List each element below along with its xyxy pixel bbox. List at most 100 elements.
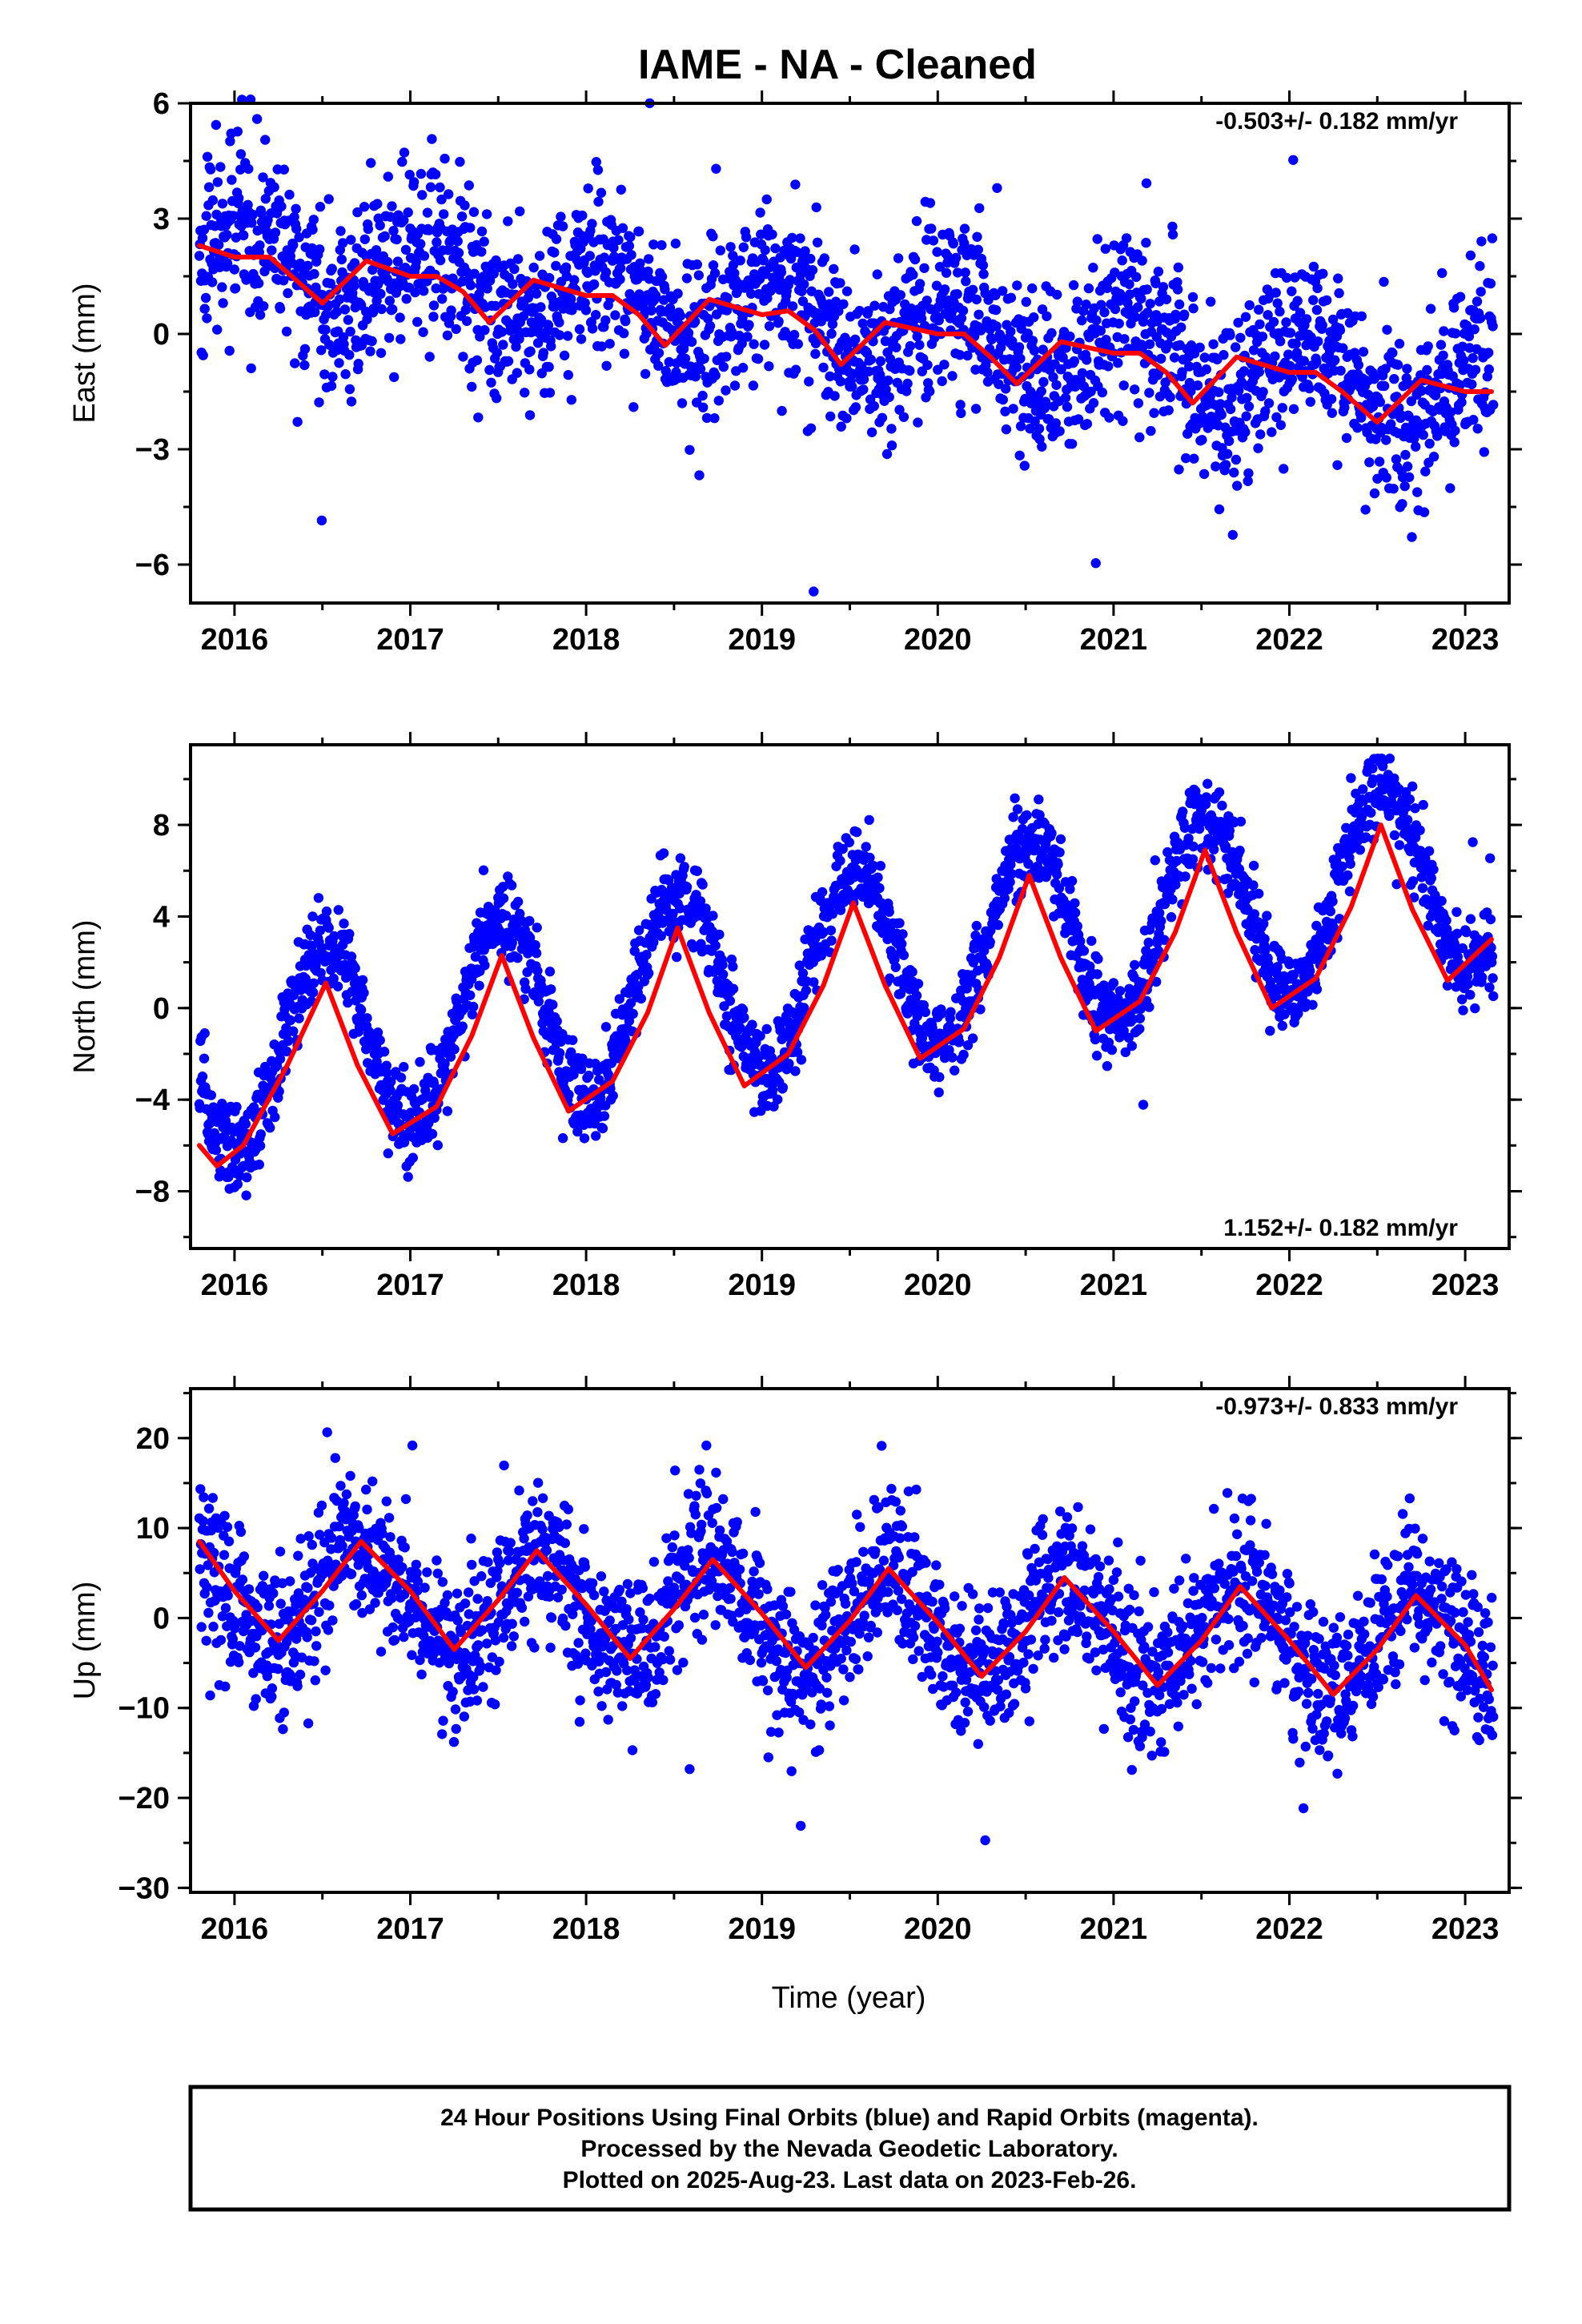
data-point — [552, 1016, 562, 1027]
data-point — [613, 235, 624, 245]
data-point — [292, 416, 303, 427]
data-point — [1058, 352, 1068, 363]
data-point — [357, 975, 368, 986]
data-point — [1271, 287, 1281, 298]
data-point — [524, 410, 536, 420]
data-point — [971, 920, 982, 931]
data-point — [1042, 311, 1052, 322]
data-point — [948, 239, 959, 249]
data-point — [560, 262, 572, 272]
data-point — [456, 211, 468, 222]
data-point — [265, 1123, 275, 1133]
data-point — [205, 164, 216, 175]
data-point — [246, 363, 256, 374]
data-point — [884, 907, 894, 917]
data-point — [299, 360, 310, 371]
data-point — [1050, 418, 1062, 428]
data-point — [1257, 332, 1268, 342]
data-point — [258, 172, 268, 183]
data-point — [970, 364, 981, 375]
data-point — [363, 223, 374, 235]
data-point — [709, 267, 721, 279]
data-point — [1137, 255, 1147, 266]
data-point — [1187, 854, 1199, 865]
data-point — [958, 305, 969, 316]
data-point — [978, 269, 989, 279]
data-point — [1235, 816, 1247, 827]
data-point — [256, 208, 267, 219]
data-point — [1097, 387, 1108, 398]
data-point — [1069, 356, 1080, 367]
data-point — [587, 219, 597, 229]
data-point — [387, 304, 398, 315]
data-point — [240, 1119, 251, 1129]
data-point — [1400, 449, 1411, 460]
data-point — [432, 237, 442, 247]
data-point — [644, 254, 654, 264]
data-point — [230, 283, 241, 294]
data-point — [1334, 287, 1344, 299]
data-point — [608, 243, 619, 253]
data-point — [1332, 460, 1343, 470]
data-point — [872, 269, 883, 279]
data-point — [710, 370, 721, 380]
data-point — [1165, 392, 1175, 403]
data-point — [604, 339, 615, 349]
data-point — [952, 289, 962, 300]
data-point — [873, 872, 883, 883]
data-point — [1287, 374, 1298, 384]
data-point — [561, 271, 572, 282]
data-point — [1258, 387, 1268, 397]
data-point — [1051, 380, 1062, 390]
data-point — [410, 287, 420, 298]
data-point — [215, 162, 226, 172]
y-tick-label: 0 — [153, 992, 170, 1026]
data-point — [1223, 436, 1235, 446]
data-point — [1027, 336, 1038, 346]
data-point — [728, 961, 738, 972]
data-point — [1244, 300, 1255, 311]
data-point — [748, 380, 759, 391]
data-point — [408, 1084, 420, 1095]
data-point — [211, 119, 222, 131]
data-point — [1037, 441, 1047, 452]
data-point — [366, 158, 376, 168]
data-point — [1387, 348, 1398, 358]
data-point — [389, 372, 400, 383]
data-point — [503, 216, 513, 227]
data-point — [544, 362, 554, 372]
data-point — [616, 263, 626, 274]
data-point — [824, 287, 834, 297]
data-point — [199, 1492, 209, 1502]
data-point — [967, 284, 978, 295]
data-point — [650, 290, 661, 300]
data-point — [1048, 372, 1058, 383]
data-point — [817, 887, 828, 898]
data-point — [1308, 261, 1319, 272]
data-point — [1172, 284, 1183, 295]
data-point — [411, 256, 421, 267]
data-point — [1141, 178, 1152, 188]
data-point — [399, 1062, 409, 1072]
data-point — [934, 315, 944, 326]
data-point — [1327, 896, 1338, 907]
data-point — [1488, 321, 1498, 332]
data-point — [528, 262, 539, 273]
data-point — [557, 221, 568, 231]
data-point — [375, 1035, 385, 1046]
data-point — [1099, 307, 1110, 318]
y-tick-label: 6 — [153, 87, 170, 121]
data-point — [914, 279, 926, 289]
data-point — [914, 340, 925, 350]
data-point — [1356, 311, 1367, 322]
data-point — [681, 882, 693, 892]
data-point — [241, 1190, 251, 1200]
data-point — [619, 328, 629, 339]
data-point — [978, 260, 989, 271]
data-point — [591, 1131, 601, 1141]
data-point — [800, 246, 810, 256]
data-point — [1424, 438, 1435, 449]
data-point — [807, 265, 818, 275]
data-point — [557, 1133, 568, 1144]
